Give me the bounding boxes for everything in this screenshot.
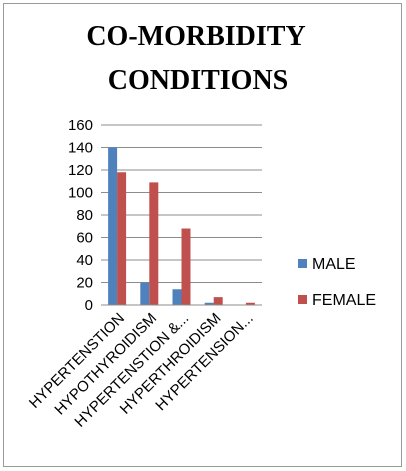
- legend: MALE FEMALE: [298, 256, 376, 309]
- bar-female-3: [213, 297, 223, 305]
- y-tick-label: 160: [68, 117, 93, 134]
- y-tick-label: 100: [68, 185, 93, 202]
- y-tick-label: 80: [76, 207, 93, 224]
- bar-male-1: [140, 282, 150, 305]
- y-tick-label: 120: [68, 162, 93, 179]
- y-axis-ticks: 0 20 40 60 80 100 120 140 160: [68, 117, 93, 314]
- y-tick-label: 20: [76, 275, 93, 292]
- chart-title-line-1: CO-MORBIDITY: [86, 21, 305, 52]
- legend-swatch-male: [298, 259, 307, 268]
- y-tick-label: 40: [76, 252, 93, 269]
- bar-male-3: [204, 302, 214, 305]
- bar-female-4: [245, 302, 255, 305]
- bars: [108, 147, 255, 305]
- gridlines: [101, 124, 262, 283]
- bar-male-2: [172, 289, 182, 305]
- chart-title-line-2: CONDITIONS: [108, 65, 288, 96]
- bar-female-2: [181, 228, 191, 305]
- legend-label-male: MALE: [312, 256, 356, 273]
- chart-frame: [3, 3, 402, 467]
- legend-swatch-female: [298, 295, 307, 304]
- bar-female-1: [149, 182, 159, 305]
- chart-title: CO-MORBIDITY CONDITIONS: [86, 21, 305, 96]
- legend-label-female: FEMALE: [312, 292, 376, 309]
- y-tick-label: 0: [85, 297, 93, 314]
- y-tick-label: 140: [68, 140, 93, 157]
- y-tick-label: 60: [76, 230, 93, 247]
- bar-female-0: [117, 172, 127, 305]
- x-axis-categories: HYPERTENSTIONHYPOTHYROIDISMHYPERTENSTION…: [26, 310, 257, 431]
- bar-male-0: [108, 147, 118, 305]
